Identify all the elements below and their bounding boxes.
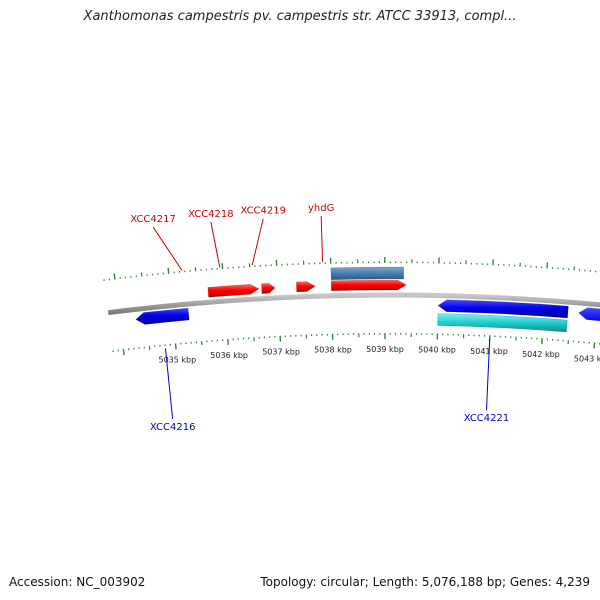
inner-major-tick [122,349,125,356]
gene-label[interactable]: yhdG [308,203,334,214]
accession-label: Accession: NC_003902 [9,575,146,589]
scale-label: 5043 kbp [574,354,600,363]
outer-tick-track [103,257,597,282]
genome-summary: Topology: circular; Length: 5,076,188 bp… [260,575,590,589]
label-leader-line [210,221,221,268]
gene-labels: XCC4217XCC4218XCC4219yhdGXCC4216XCC4221X… [130,203,510,433]
inner-major-tick [174,343,177,350]
gene-feature-red1[interactable] [207,284,260,298]
feature-track [135,266,600,338]
label-leader-line [164,348,174,420]
label-leader-line [152,226,183,271]
gene-label[interactable]: XCC4216 [150,422,196,433]
inner-major-tick [593,342,596,349]
outer-major-tick [113,273,116,280]
scale-label: 5038 kbp [314,346,352,355]
gene-feature-steel1[interactable] [330,266,404,281]
genome-title: Xanthomonas campestris pv. campestris st… [83,9,517,24]
scale-label: 5040 kbp [418,346,456,355]
label-leader-line [485,339,491,411]
gene-label[interactable]: XCC4217 [130,214,176,225]
scale-label: 5042 kbp [522,350,560,359]
inner-tick-track [112,333,600,356]
scale-labels: 5035 kbp 5036 kbp 5037 kbp 5038 kbp 5039 kbp… [158,345,600,364]
scale-label: 5037 kbp [262,348,300,357]
outer-major-tick [167,267,170,274]
label-leader-line [251,218,264,266]
gene-feature-blue2[interactable] [437,299,569,319]
gene-feature-blue1[interactable] [135,307,190,325]
genome-backbone [107,292,600,316]
gene-feature-red2[interactable] [261,282,276,294]
gene-feature-blue3[interactable] [578,307,600,338]
scale-label: 5035 kbp [158,355,196,364]
gene-feature-red4[interactable] [330,279,407,292]
scale-label: 5036 kbp [210,351,248,360]
gene-feature-cyan1[interactable] [437,313,568,333]
gene-feature-red3[interactable] [296,281,316,293]
gene-label[interactable]: XCC4219 [240,205,286,216]
gene-label[interactable]: XCC4218 [188,209,234,220]
scale-label: 5039 kbp [366,345,404,354]
gene-label[interactable]: XCC4221 [464,413,510,424]
label-leader-line [320,215,324,263]
